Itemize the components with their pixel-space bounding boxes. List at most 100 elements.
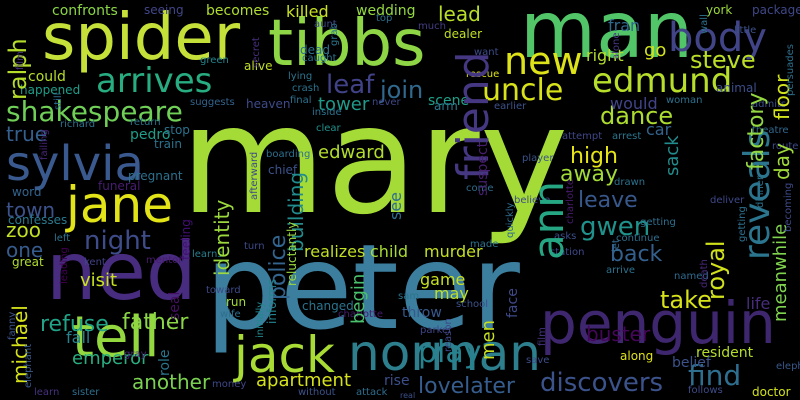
- word-dead: dead: [300, 43, 330, 57]
- word-role: role: [157, 349, 173, 376]
- word-true: true: [6, 122, 48, 146]
- word-death: death: [699, 259, 710, 288]
- word-run: run: [226, 295, 247, 309]
- word-may: may: [434, 284, 469, 303]
- word-begin: begin: [348, 273, 369, 324]
- word-visit: visit: [80, 270, 118, 291]
- word-sack: sack: [662, 135, 683, 176]
- word-leaf: leaf: [326, 70, 375, 100]
- word-boarding: grab: [329, 23, 340, 46]
- word-rise: rise: [384, 373, 410, 389]
- word-confronts: confronts: [52, 3, 118, 19]
- word-becomes: becomes: [206, 3, 270, 19]
- word-could: could: [28, 69, 66, 85]
- word-richard: film: [15, 51, 26, 70]
- word-dinner: dinner: [755, 175, 766, 208]
- word-jack: jack: [234, 326, 335, 384]
- word-find: find: [688, 359, 742, 392]
- word-discovers: discovers: [540, 368, 664, 398]
- word-seal: initially: [255, 301, 266, 338]
- word-tower: tower: [318, 94, 370, 115]
- word-elephant: elephant: [23, 343, 34, 388]
- word-earlier: earlier: [494, 101, 527, 112]
- word-believe: believe: [514, 195, 551, 206]
- word-film: film: [537, 327, 548, 346]
- word-identity: identity: [210, 199, 234, 276]
- word-animal: animal: [716, 81, 757, 95]
- word-lying: lying: [288, 71, 313, 82]
- word-parker: parker: [420, 325, 453, 336]
- word-left: left: [54, 233, 71, 244]
- word-gwen: gwen: [580, 212, 651, 242]
- word-lead: lead: [438, 2, 481, 26]
- word-arrest: arrest: [612, 131, 642, 142]
- word-secret: secret: [251, 37, 262, 68]
- word-route: route: [772, 141, 799, 152]
- word-initially: informs: [265, 278, 279, 324]
- word-fran: fran: [608, 16, 641, 35]
- word-forced: reason: [443, 318, 454, 352]
- word-game: game: [420, 270, 466, 289]
- word-school: school: [456, 299, 489, 310]
- word-father: father: [122, 310, 189, 335]
- word-lovelater: lovelater: [418, 374, 515, 399]
- word-asks: asks: [554, 231, 577, 242]
- word-play: ann: [524, 181, 573, 260]
- word-along: along: [620, 349, 654, 363]
- word-dance: dance: [600, 102, 674, 130]
- word-murder: murder: [424, 242, 483, 261]
- word-man: man: [520, 0, 694, 76]
- word-join: join: [380, 76, 424, 104]
- word-reason: sam: [398, 291, 420, 302]
- word-stop: stop: [164, 123, 190, 137]
- word-station: station: [550, 247, 585, 258]
- word-men: men: [478, 319, 499, 360]
- word-wedding: wedding: [356, 3, 416, 19]
- word-top: top: [376, 13, 393, 24]
- word-afterward: afterward: [249, 151, 260, 200]
- word-return: failing: [39, 129, 50, 160]
- word-seeing: seeing: [144, 3, 184, 17]
- word-charlotte: let: [611, 239, 622, 252]
- word-one: one: [6, 238, 44, 262]
- word-player: player: [522, 153, 554, 164]
- word-tibbs: tibbs: [268, 7, 426, 81]
- word-word: word: [12, 185, 42, 199]
- word-zoo: zoo: [6, 218, 41, 242]
- word-real: real: [400, 391, 416, 400]
- word-buster: buster: [586, 322, 651, 346]
- word-realizing: fanny: [7, 311, 18, 340]
- word-resident: resident: [696, 345, 754, 361]
- word-refuse: refuse: [40, 312, 109, 337]
- word-drawn: drawn: [614, 177, 646, 188]
- word-package: package: [752, 3, 800, 17]
- word-confesses: confesses: [8, 213, 68, 227]
- word-life: life: [746, 294, 771, 313]
- word-never: never: [372, 97, 401, 108]
- word-apartment: apartment: [256, 370, 352, 391]
- word-ned: ned: [46, 225, 197, 318]
- word-go: go: [644, 40, 667, 61]
- word-together: feeling: [179, 219, 193, 260]
- word-fanny: charlotte: [338, 309, 383, 320]
- word-without: without: [298, 387, 336, 398]
- word-edward: edward: [318, 142, 385, 163]
- word-changed: changed: [302, 299, 354, 313]
- word-clear: clear: [316, 123, 341, 134]
- word-chief: boarding: [266, 149, 311, 160]
- word-fall: fall: [66, 328, 91, 347]
- word-mentor: mentor: [146, 255, 183, 266]
- word-aunt: aunt: [314, 19, 337, 30]
- word-uncle: uncle: [482, 73, 564, 108]
- word-tell: tell: [72, 305, 160, 370]
- word-made: made: [470, 239, 499, 250]
- word-child: child: [370, 242, 408, 261]
- word-doctor: doctor: [752, 385, 791, 399]
- word-let: see: [386, 191, 405, 220]
- word-norman: norman: [348, 324, 541, 382]
- word-quickly: quickly: [505, 202, 516, 238]
- word-suspect: suspect: [475, 141, 491, 196]
- word-steve: steve: [690, 46, 756, 74]
- word-toward: return: [130, 117, 161, 128]
